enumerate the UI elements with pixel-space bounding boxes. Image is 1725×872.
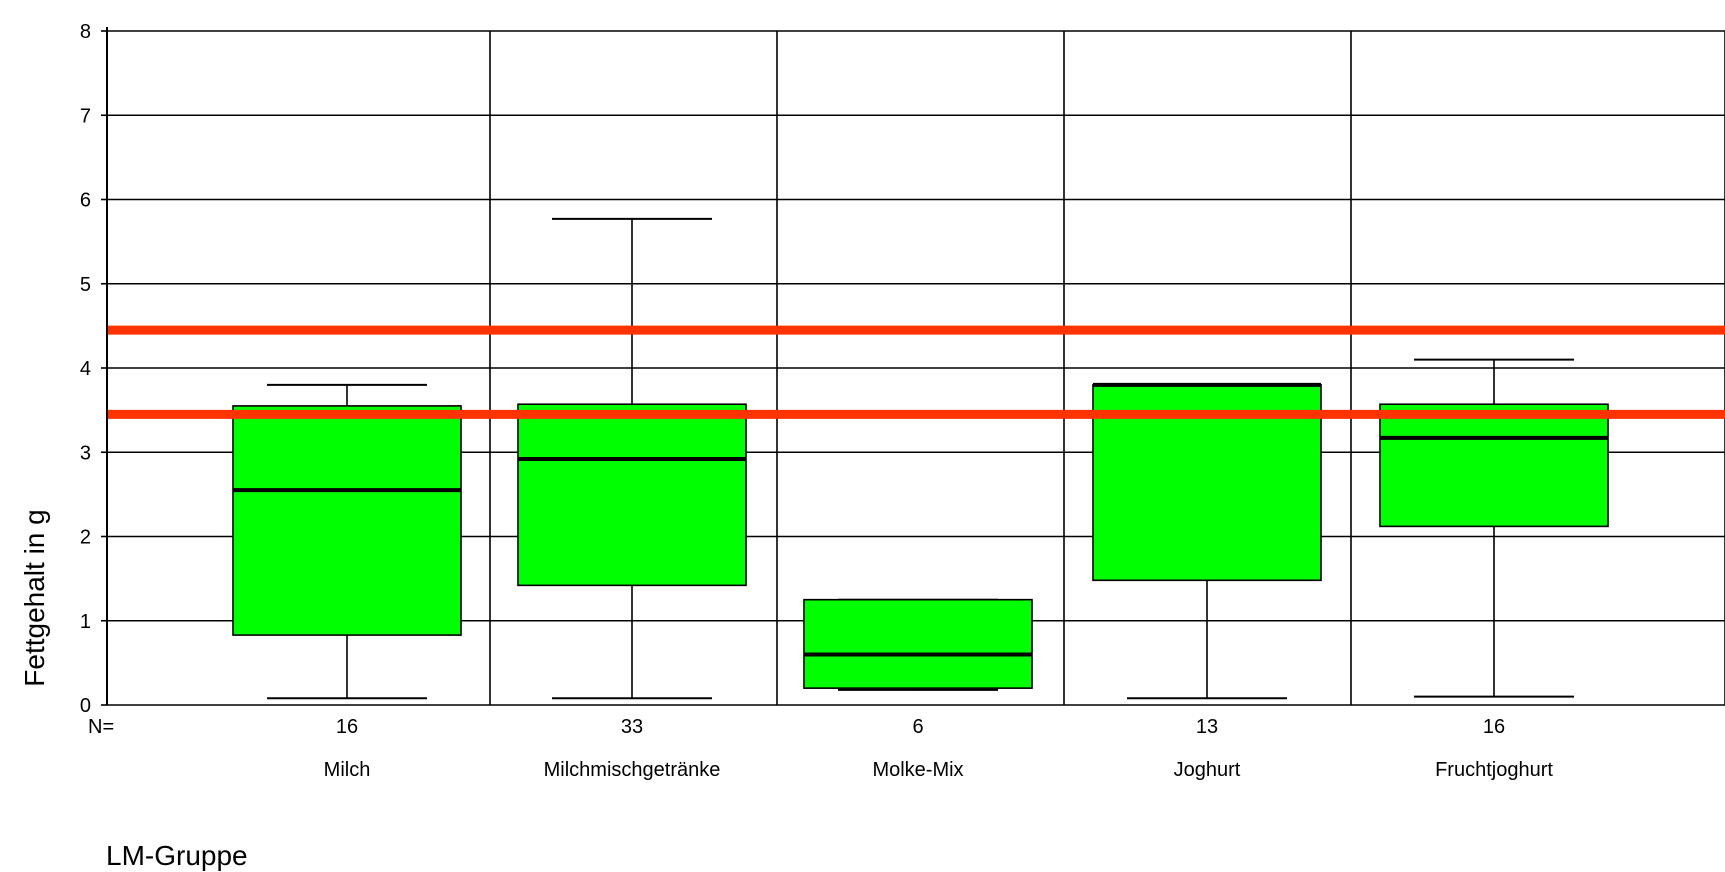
box-Molke-Mix — [803, 598, 1033, 691]
y-axis-title: Fettgehalt in g — [19, 509, 50, 686]
category-label-0: Milch — [324, 759, 371, 781]
category-label-1: Milchmischgetränke — [544, 759, 721, 781]
category-label-3: Joghurt — [1174, 759, 1241, 781]
category-label-2: Molke-Mix — [872, 759, 963, 781]
y-tick-label-1: 1 — [80, 611, 91, 633]
n-value-0: 16 — [336, 716, 358, 738]
axes: 0 1 2 3 4 5 6 7 8 16 Milch 33 Milchmischgetränke 6 Mol… — [80, 21, 1553, 781]
box-Fruchtjoghurt — [1379, 358, 1609, 698]
n-value-3: 13 — [1196, 716, 1218, 738]
y-tick-label-8: 8 — [80, 21, 91, 43]
n-value-4: 16 — [1483, 716, 1505, 738]
reference-lines — [106, 325, 1725, 419]
y-tick-label-2: 2 — [80, 527, 91, 549]
box-iqr — [803, 598, 1033, 689]
x-axis-title: LM-Gruppe — [106, 840, 248, 871]
box-Milch — [232, 383, 462, 700]
y-tick-label-6: 6 — [80, 190, 91, 212]
y-tick-label-4: 4 — [80, 358, 91, 380]
n-value-1: 33 — [621, 716, 643, 738]
box-iqr — [1379, 403, 1609, 528]
boxes — [232, 217, 1609, 700]
n-label: N= — [88, 716, 114, 738]
y-tick-label-5: 5 — [80, 274, 91, 296]
box-iqr — [517, 403, 747, 587]
box-Joghurt — [1092, 382, 1322, 700]
n-value-2: 6 — [912, 716, 923, 738]
y-tick-label-0: 0 — [80, 695, 91, 717]
y-tick-label-3: 3 — [80, 442, 91, 464]
category-label-4: Fruchtjoghurt — [1435, 759, 1553, 781]
box-iqr — [232, 405, 462, 636]
box-Milchmischgetränke — [517, 217, 747, 700]
y-tick-label-7: 7 — [80, 105, 91, 127]
